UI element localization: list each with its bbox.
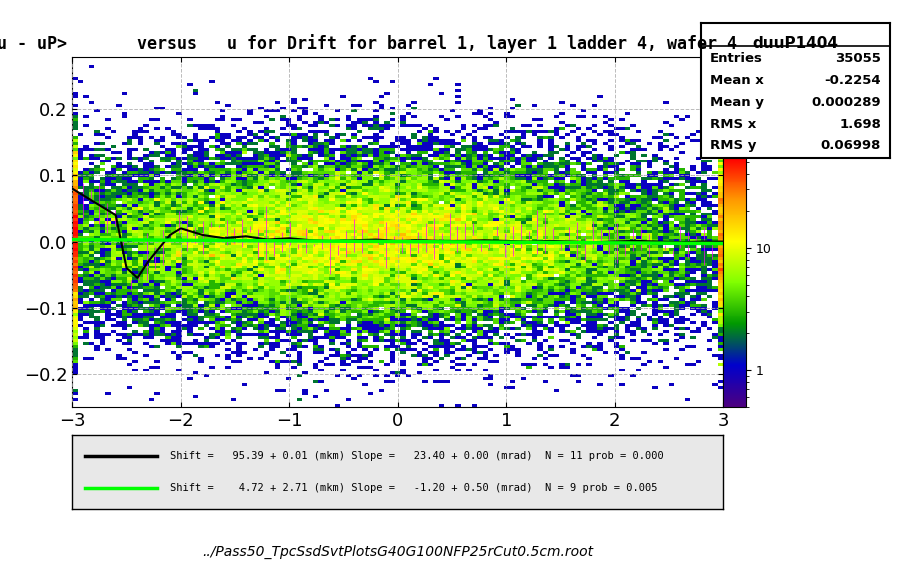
Text: RMS x: RMS x [710,118,756,131]
Text: 0.000289: 0.000289 [810,96,880,109]
Text: duuP1404: duuP1404 [751,36,838,51]
Text: <u - uP>       versus   u for Drift for barrel 1, layer 1 ladder 4, wafer 4: <u - uP> versus u for Drift for barrel 1… [0,34,736,53]
Text: Shift =   95.39 + 0.01 (mkm) Slope =   23.40 + 0.00 (mrad)  N = 11 prob = 0.000: Shift = 95.39 + 0.01 (mkm) Slope = 23.40… [170,451,663,460]
Text: 35055: 35055 [834,53,880,66]
Text: ../Pass50_TpcSsdSvtPlotsG40G100NFP25rCut0.5cm.root: ../Pass50_TpcSsdSvtPlotsG40G100NFP25rCut… [202,545,592,559]
Text: Mean y: Mean y [710,96,763,109]
Text: 1.698: 1.698 [838,118,880,131]
Text: 0.06998: 0.06998 [820,139,880,152]
Text: Shift =    4.72 + 2.71 (mkm) Slope =   -1.20 + 0.50 (mrad)  N = 9 prob = 0.005: Shift = 4.72 + 2.71 (mkm) Slope = -1.20 … [170,483,656,493]
Text: Mean x: Mean x [710,74,763,87]
Text: -0.2254: -0.2254 [824,74,880,87]
Text: Entries: Entries [710,53,762,66]
Text: RMS y: RMS y [710,139,756,152]
